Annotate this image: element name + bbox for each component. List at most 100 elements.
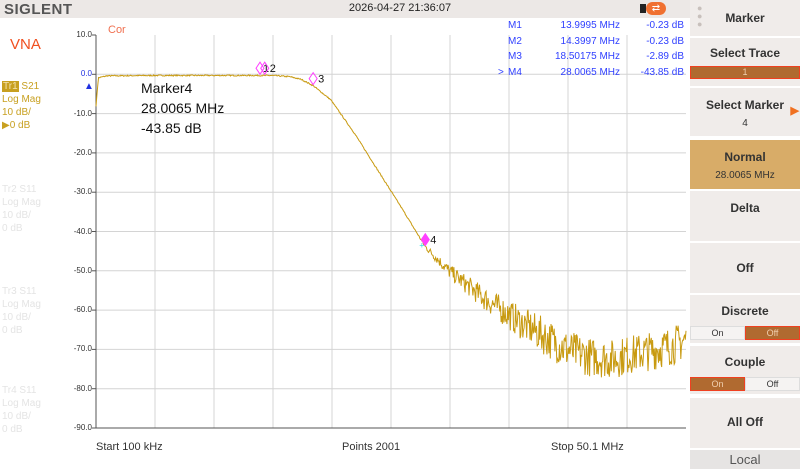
- marker-freq: 13.9995 MHz: [560, 20, 620, 31]
- marker-name: M4: [508, 66, 522, 78]
- trace-header: Tr4 S11: [2, 384, 41, 397]
- discrete-toggle[interactable]: On Off: [690, 326, 800, 340]
- menu-title-marker: ● ● ● Marker: [690, 0, 800, 36]
- marker-name: M3: [508, 51, 522, 62]
- reference-level-icon[interactable]: ▲: [84, 81, 94, 92]
- marker-diamond-4: [420, 232, 430, 247]
- marker-value: -0.23 dB: [646, 35, 684, 47]
- points-count[interactable]: Points 2001: [342, 441, 401, 453]
- couple-on[interactable]: On: [690, 377, 745, 391]
- trace-header: Tr3 S11: [2, 285, 41, 298]
- annotation-freq: 28.0065 MHz: [141, 100, 225, 116]
- delta-label: Delta: [730, 201, 760, 215]
- annotation-value: -43.85 dB: [141, 120, 202, 136]
- trace-line: [95, 73, 687, 378]
- marker-label-3: 3: [318, 74, 324, 86]
- trace-format: Log Mag: [2, 94, 41, 105]
- marker-freq: 14.3997 MHz: [560, 35, 620, 47]
- normal-button[interactable]: Normal 28.0065 MHz: [690, 140, 800, 189]
- trace-tag: Tr2: [2, 184, 17, 195]
- trace-header: Tr1 S21: [2, 80, 41, 93]
- off-button[interactable]: Off: [690, 243, 800, 293]
- marker-value: -0.23 dB: [646, 20, 684, 31]
- trace-plot[interactable]: 1 2 3 4 +: [0, 0, 690, 440]
- trace-format: Log Mag: [2, 197, 41, 208]
- trace-scale: 10 dB/: [2, 107, 31, 118]
- marker-value: -2.89 dB: [646, 51, 684, 62]
- marker-name: M1: [508, 20, 522, 31]
- couple-toggle[interactable]: On Off: [690, 377, 800, 391]
- trace-scale: 10 dB/: [2, 411, 31, 422]
- y-tick-label: -10.0: [73, 108, 92, 118]
- normal-label: Normal: [724, 150, 766, 164]
- local-label: Local: [729, 452, 761, 467]
- trace-tag: Tr4: [2, 385, 17, 396]
- normal-value: 28.0065 MHz: [715, 170, 775, 181]
- correction-indicator: Cor: [108, 24, 126, 36]
- discrete-off[interactable]: Off: [745, 326, 800, 340]
- marker-cross-icon: +: [419, 241, 424, 251]
- marker-sel: >: [498, 66, 504, 78]
- storage-icon: [640, 4, 646, 13]
- marker-diamond-2: [260, 61, 270, 76]
- select-trace-label: Select Trace: [709, 46, 781, 60]
- trace-label-1[interactable]: Tr1 S21 Log Mag 10 dB/ ▶0 dB: [2, 80, 41, 132]
- all-off-label: All Off: [727, 415, 763, 429]
- softkey-panel: ● ● ● Marker Select Trace 1 Select Marker …: [690, 0, 800, 469]
- off-label: Off: [736, 261, 754, 275]
- trace-tag: Tr1: [2, 81, 19, 92]
- y-tick-label: 10.0: [76, 30, 92, 39]
- select-marker-button[interactable]: Select Marker 4 ▶: [690, 88, 800, 136]
- marker-name: M2: [508, 35, 522, 47]
- usb-icon: ⇄: [646, 2, 666, 15]
- select-marker-value: 4: [742, 118, 748, 129]
- annotation-title: Marker4: [141, 80, 193, 96]
- discrete-on[interactable]: On: [690, 326, 745, 340]
- trace-header: Tr2 S11: [2, 183, 41, 196]
- trace-param: S11: [19, 385, 37, 396]
- select-trace-value: 1: [690, 66, 800, 79]
- trace-ref: 0 dB: [2, 325, 23, 336]
- select-marker-label: Select Marker: [705, 98, 785, 112]
- y-tick-label: -40.0: [73, 226, 92, 236]
- y-tick-label: -60.0: [73, 305, 92, 315]
- trace-label-3[interactable]: Tr3 S11 Log Mag 10 dB/ 0 dB: [2, 285, 41, 337]
- trace-scale: 10 dB/: [2, 210, 31, 221]
- trace-param: S11: [19, 184, 37, 195]
- start-frequency[interactable]: Start 100 kHz: [96, 441, 163, 453]
- trace-ref: ▶0 dB: [2, 120, 31, 131]
- trace-ref: 0 dB: [2, 223, 23, 234]
- trace-param: S21: [21, 81, 40, 92]
- top-bar: [0, 0, 690, 18]
- select-trace-button[interactable]: Select Trace 1: [690, 38, 800, 86]
- marker-diamond-3: [308, 71, 318, 86]
- marker-diamond-1: [255, 61, 265, 76]
- marker-label-2: 2: [270, 63, 276, 75]
- stop-frequency[interactable]: Stop 50.1 MHz: [551, 441, 624, 453]
- trace-ref: 0 dB: [2, 424, 23, 435]
- marker-value: -43.85 dB: [640, 66, 684, 78]
- marker-label-4: 4: [430, 235, 436, 247]
- menu-title: Marker: [725, 11, 765, 25]
- mode-label: VNA: [10, 36, 41, 53]
- marker-annotation: Marker4 28.0065 MHz -43.85 dB: [141, 78, 224, 138]
- trace-param: S11: [19, 286, 37, 297]
- couple-off[interactable]: Off: [745, 377, 800, 391]
- local-button[interactable]: Local: [690, 450, 800, 469]
- marker-freq: 28.0065 MHz: [560, 66, 620, 78]
- all-off-button[interactable]: All Off: [690, 398, 800, 448]
- marker-freq: 18.50175 MHz: [554, 51, 620, 62]
- trace-label-2[interactable]: Tr2 S11 Log Mag 10 dB/ 0 dB: [2, 183, 41, 235]
- y-tick-label: -30.0: [73, 187, 92, 197]
- delta-button[interactable]: Delta: [690, 191, 800, 241]
- marker-label-1: 1: [263, 63, 269, 75]
- y-tick-label: 0.0: [80, 69, 92, 79]
- y-tick-label: -90.0: [73, 423, 92, 432]
- trace-format: Log Mag: [2, 398, 41, 409]
- trace-tag: Tr3: [2, 286, 17, 297]
- datetime: 2026-04-27 21:36:07: [348, 2, 452, 14]
- trace-label-4[interactable]: Tr4 S11 Log Mag 10 dB/ 0 dB: [2, 384, 41, 436]
- y-tick-label: -70.0: [73, 344, 92, 354]
- y-tick-label: -50.0: [73, 265, 92, 275]
- siglent-logo: SIGLENT: [4, 1, 73, 18]
